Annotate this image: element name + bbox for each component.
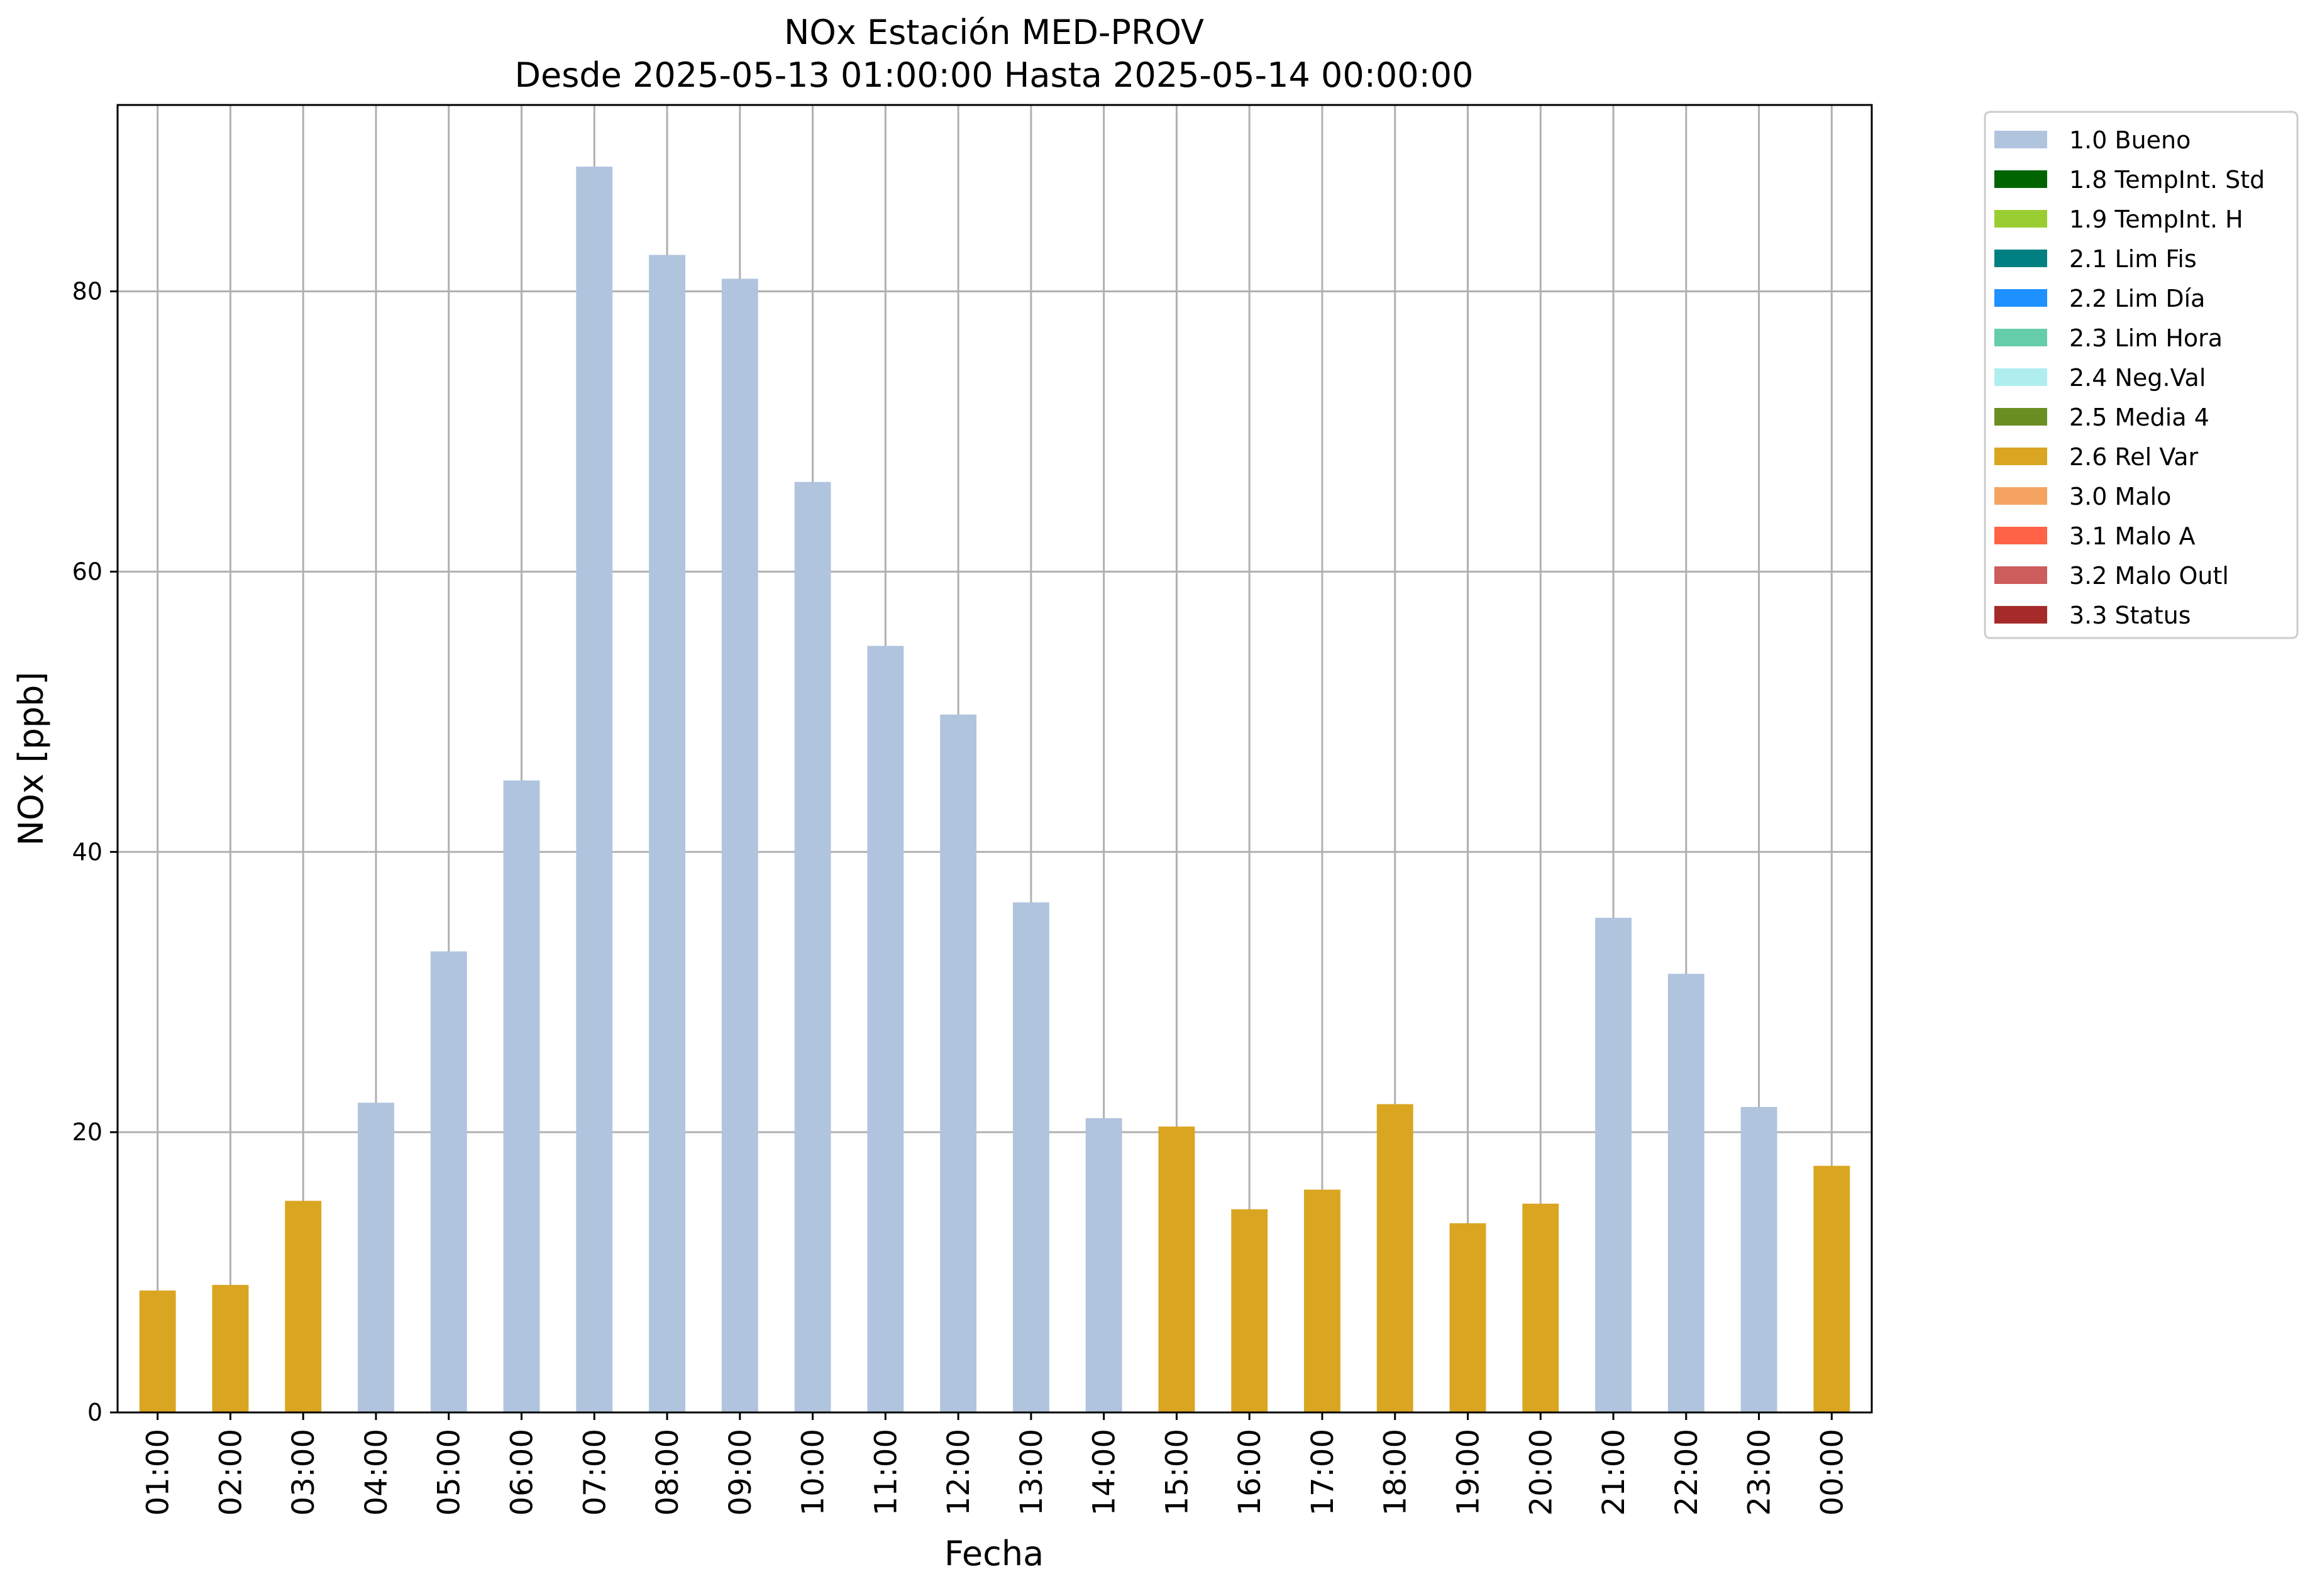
legend-label: 2.3 Lim Hora (2069, 324, 2223, 352)
x-tick-label: 00:00 (1815, 1429, 1850, 1516)
x-tick-label: 04:00 (359, 1429, 394, 1516)
y-tick-label: 20 (72, 1118, 102, 1146)
legend-label: 1.9 TempInt. H (2069, 206, 2243, 233)
x-tick-label: 18:00 (1378, 1429, 1413, 1516)
x-tick-label: 14:00 (1087, 1429, 1122, 1516)
bar-1700 (1304, 1189, 1340, 1412)
x-tick-label: 01:00 (141, 1429, 176, 1516)
legend-swatch (1994, 408, 2047, 426)
bar-1900 (1449, 1223, 1486, 1412)
x-tick-label: 07:00 (577, 1429, 612, 1516)
legend-label: 2.5 Media 4 (2069, 404, 2209, 431)
x-tick-label: 12:00 (941, 1429, 976, 1516)
bar-2000 (1522, 1203, 1559, 1412)
bar-0100 (139, 1291, 176, 1412)
legend-swatch (1994, 289, 2047, 307)
chart-subtitle: Desde 2025-05-13 01:00:00 Hasta 2025-05-… (514, 55, 1473, 95)
legend-label: 2.6 Rel Var (2069, 443, 2199, 471)
bar-0500 (430, 951, 467, 1412)
plot-frame (116, 104, 1873, 1414)
y-axis: 0 20 40 60 80 (72, 278, 118, 1426)
bar-1100 (867, 646, 904, 1412)
legend-swatch (1994, 606, 2047, 624)
legend-swatch (1994, 566, 2047, 584)
bar-1400 (1085, 1118, 1122, 1412)
x-tick-label: 06:00 (505, 1429, 540, 1516)
y-tick-label: 0 (87, 1399, 102, 1426)
x-tick-label: 23:00 (1742, 1429, 1777, 1516)
legend-label: 1.8 TempInt. Std (2069, 166, 2265, 194)
chart-title: NOx Estación MED-PROV (784, 13, 1204, 52)
bar-0200 (212, 1285, 249, 1412)
legend-label: 3.0 Malo (2069, 483, 2171, 510)
bar-0300 (285, 1201, 322, 1412)
x-tick-label: 16:00 (1232, 1429, 1268, 1516)
bar-2100 (1595, 918, 1632, 1412)
bar-0600 (503, 780, 540, 1412)
legend-swatch (1994, 131, 2047, 148)
x-tick-label: 22:00 (1669, 1429, 1704, 1516)
bar-2200 (1667, 974, 1704, 1412)
y-tick-label: 40 (72, 838, 102, 866)
legend-swatch (1994, 250, 2047, 267)
legend-label: 3.1 Malo A (2069, 522, 2195, 550)
legend-box (1984, 111, 2299, 639)
bar-0400 (358, 1103, 394, 1412)
x-tick-label: 09:00 (723, 1429, 758, 1516)
legend-label: 1.0 Bueno (2069, 126, 2191, 154)
bar-1600 (1231, 1209, 1268, 1412)
legend-swatch (1994, 210, 2047, 228)
legend-swatch (1994, 527, 2047, 544)
legend-label: 2.1 Lim Fis (2069, 245, 2197, 273)
x-axis: 01:00 02:00 03:00 04:00 05:00 06:00 07:00 08:00… (141, 1412, 1850, 1516)
bar-1500 (1158, 1126, 1195, 1412)
x-tick-label: 13:00 (1014, 1429, 1049, 1516)
x-tick-label: 15:00 (1159, 1429, 1195, 1516)
legend-label: 3.2 Malo Outl (2069, 562, 2229, 590)
bars (139, 167, 1850, 1412)
bar-1800 (1376, 1104, 1413, 1412)
x-axis-label: Fecha (944, 1534, 1044, 1573)
x-tick-label: 05:00 (432, 1429, 467, 1516)
legend-swatch (1994, 487, 2047, 505)
bar-1000 (794, 482, 831, 1412)
legend: 1.0 Bueno 1.8 TempInt. Std 1.9 TempInt. H 2… (1984, 111, 2299, 639)
bar-0000 (1813, 1165, 1850, 1412)
bar-0700 (576, 167, 613, 1412)
bar-0900 (721, 278, 758, 1412)
legend-label: 2.4 Neg.Val (2069, 364, 2206, 392)
legend-label: 2.2 Lim Día (2069, 285, 2205, 312)
y-tick-label: 60 (72, 558, 102, 585)
x-tick-label: 08:00 (650, 1429, 685, 1516)
y-tick-label: 80 (72, 278, 102, 305)
legend-swatch (1994, 448, 2047, 465)
legend-swatch (1994, 368, 2047, 386)
legend-swatch (1994, 170, 2047, 188)
x-tick-label: 02:00 (213, 1429, 248, 1516)
x-tick-label: 10:00 (796, 1429, 831, 1516)
bar-1300 (1012, 902, 1049, 1412)
legend-swatch (1994, 329, 2047, 346)
bar-1200 (940, 714, 977, 1412)
x-tick-label: 20:00 (1523, 1429, 1559, 1516)
y-axis-label: NOx [ppb] (11, 672, 51, 846)
x-tick-label: 19:00 (1450, 1429, 1486, 1516)
bar-2300 (1740, 1106, 1777, 1412)
x-tick-label: 03:00 (286, 1429, 321, 1516)
x-tick-label: 17:00 (1305, 1429, 1340, 1516)
x-tick-label: 11:00 (868, 1429, 903, 1516)
bar-0800 (649, 255, 685, 1412)
x-tick-label: 21:00 (1596, 1429, 1632, 1516)
legend-label: 3.3 Status (2069, 602, 2191, 629)
